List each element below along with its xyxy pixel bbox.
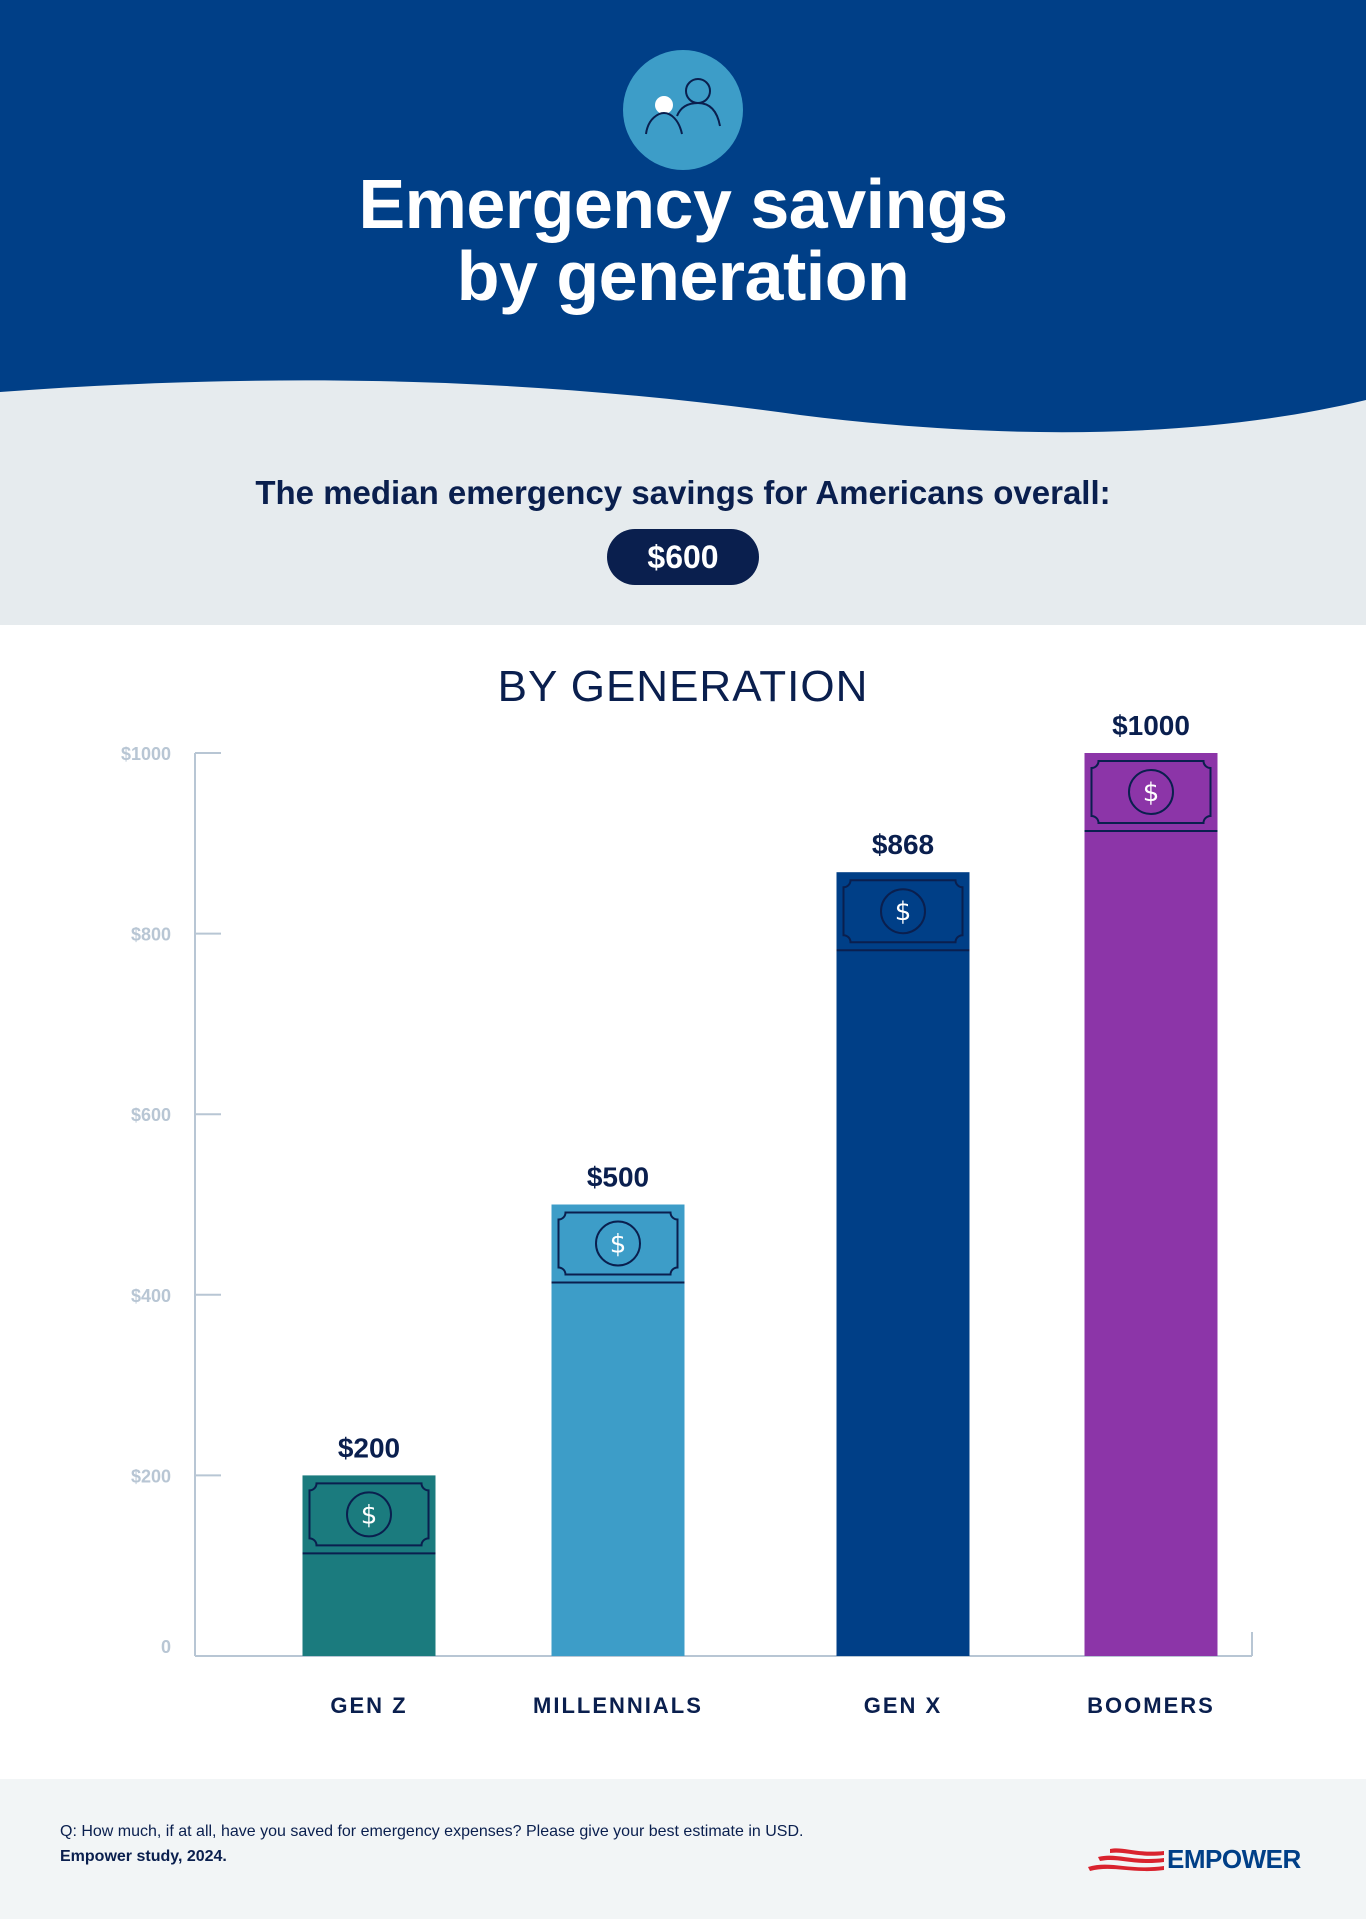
svg-text:$: $	[1143, 778, 1160, 808]
bar-boomers	[1084, 753, 1218, 1656]
median-value-badge: $600	[607, 529, 759, 585]
category-label: MILLENNIALS	[533, 1693, 703, 1718]
empower-logo: EMPOWER	[1167, 1844, 1301, 1874]
people-icon	[623, 50, 743, 170]
bar-millennials	[551, 1204, 685, 1656]
title-line-2: by generation	[456, 237, 910, 315]
y-tick-label: $600	[131, 1105, 171, 1125]
y-tick-label: 0	[161, 1637, 171, 1657]
value-label: $868	[872, 829, 934, 860]
footer	[0, 1779, 1366, 1919]
y-tick-label: $200	[131, 1466, 171, 1486]
svg-text:$: $	[361, 1500, 378, 1530]
category-label: GEN Z	[330, 1693, 407, 1718]
bar-gen-x	[836, 872, 970, 1656]
median-summary-text: The median emergency savings for America…	[255, 474, 1111, 511]
value-label: $200	[338, 1432, 400, 1463]
y-tick-label: $1000	[121, 744, 171, 764]
source-note: Empower study, 2024.	[60, 1848, 227, 1865]
page-title: Emergency savings by generation	[0, 168, 1366, 312]
empower-logo-waves-icon	[1088, 1848, 1164, 1872]
svg-text:$: $	[610, 1230, 627, 1260]
category-label: GEN X	[864, 1693, 942, 1718]
dollar-bill-icon: $	[1090, 760, 1212, 824]
value-label: $1000	[1112, 710, 1190, 741]
dollar-bill-icon: $	[557, 1211, 679, 1276]
bar-gen-z	[302, 1475, 436, 1656]
svg-text:$: $	[895, 897, 912, 927]
dollar-bill-icon: $	[308, 1482, 430, 1547]
survey-question: Q: How much, if at all, have you saved f…	[60, 1823, 804, 1840]
chart-title: BY GENERATION	[497, 662, 869, 711]
y-tick-label: $800	[131, 925, 171, 945]
value-label: $500	[587, 1162, 649, 1193]
title-line-1: Emergency savings	[358, 165, 1008, 243]
header-wave-background	[0, 0, 1366, 433]
dollar-bill-icon: $	[842, 879, 964, 944]
category-label: BOOMERS	[1087, 1693, 1215, 1718]
y-tick-label: $400	[131, 1286, 171, 1306]
bar-chart: 0 $200 $400 $600 $800 $1000 $ $200 GEN Z $ $500 MIL…	[121, 710, 1253, 1718]
